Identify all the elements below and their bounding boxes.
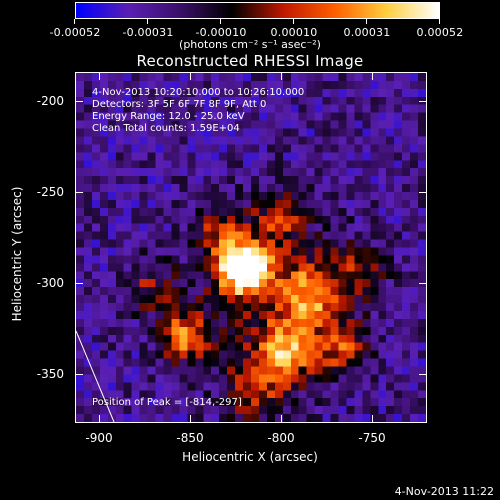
heatmap [76,73,426,422]
y-tick-label: -250 [36,185,64,199]
rhessi-image-plot [75,72,427,423]
detectors-text: Detectors: 3F 5F 6F 7F 8F 9F, Att 0 [92,99,267,110]
x-tick-label: -900 [85,431,113,445]
x-axis-title: Heliocentric X (arcsec) [182,450,318,464]
y-axis-title: Heliocentric Y (arcsec) [10,186,24,322]
colorbar-label: -0.00010 [195,26,247,39]
colorbar-label: -0.00031 [122,26,174,39]
image-title: Reconstructed RHESSI Image [136,52,364,70]
y-tick-label: -350 [36,367,64,381]
limb-line [76,330,115,422]
colorbar-label: 0.00010 [270,26,318,39]
x-tick-label: -800 [267,431,295,445]
y-tick-label: -300 [36,276,64,290]
x-tick-label: -850 [176,431,204,445]
x-tick-label: -750 [358,431,386,445]
time-range-text: 4-Nov-2013 10:20:10.000 to 10:26:10.000 [92,87,305,98]
colorbar-label: 0.00052 [416,26,464,39]
colorbar-units: (photons cm⁻² s⁻¹ asec⁻²) [179,38,321,51]
colorbar-label: 0.00031 [343,26,391,39]
colorbar-label: -0.00052 [49,26,101,39]
energy-range-text: Energy Range: 12.0 - 25.0 keV [92,111,245,122]
y-tick-label: -200 [36,94,64,108]
colorbar [75,2,440,19]
clean-counts-text: Clean Total counts: 1.59E+04 [92,123,240,134]
plot-timestamp: 4-Nov-2013 11:22 [394,485,494,498]
peak-position-text: Position of Peak = [-814,-297] [92,397,242,408]
